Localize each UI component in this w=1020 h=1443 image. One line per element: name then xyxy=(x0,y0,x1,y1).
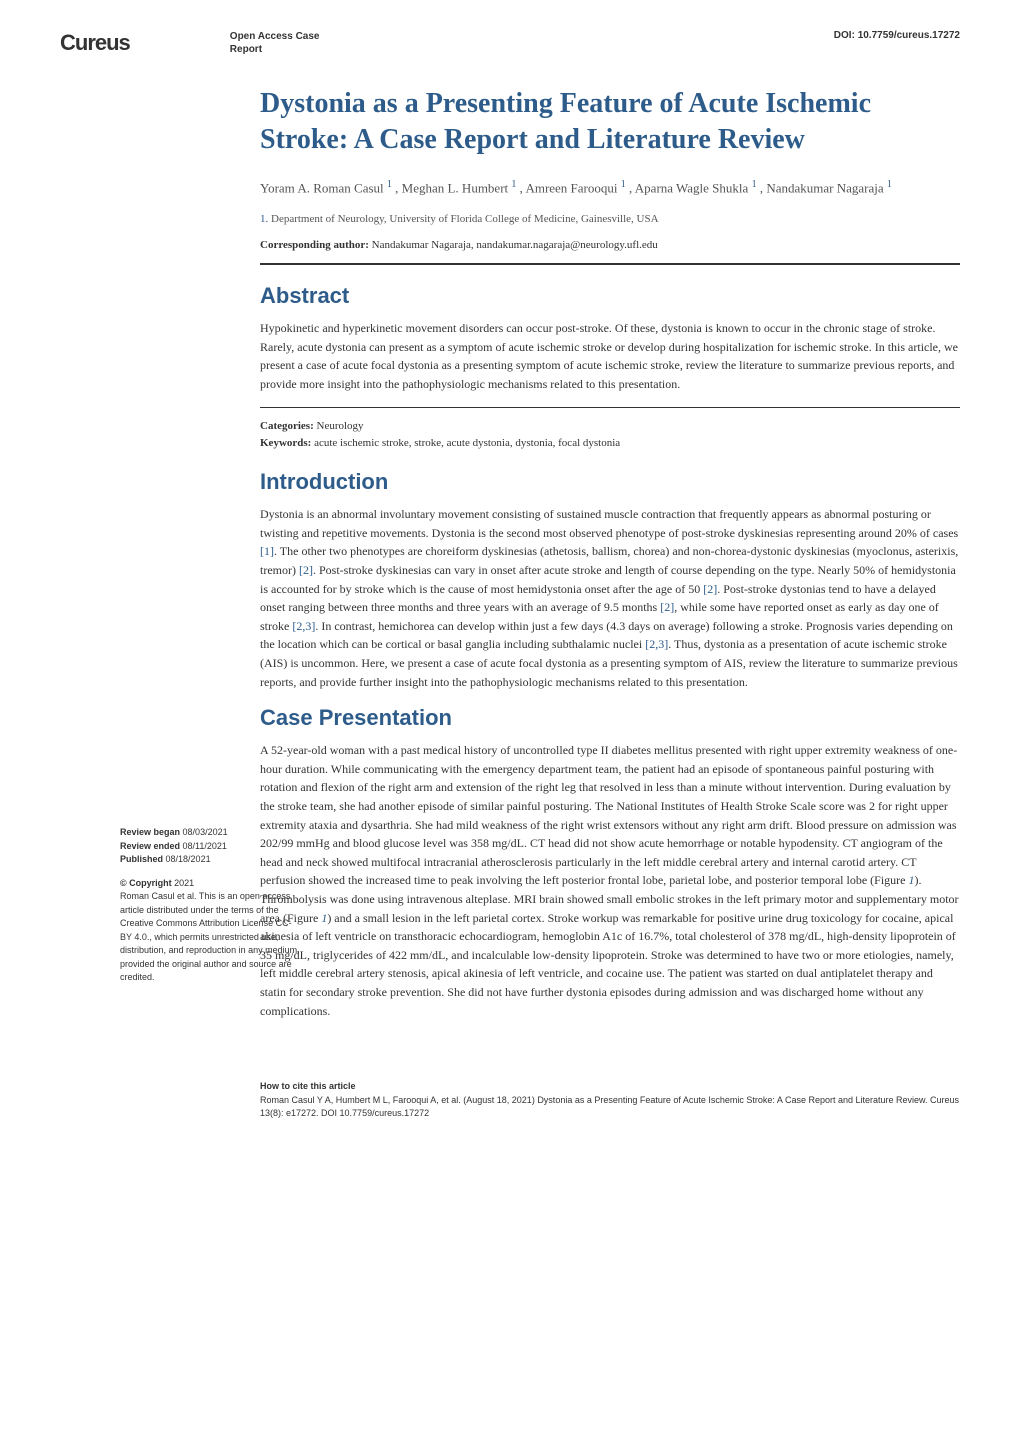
copyright-text: Roman Casul et al. This is an open acces… xyxy=(120,890,300,985)
case-body: A 52-year-old woman with a past medical … xyxy=(260,741,960,1020)
doi-label: DOI: xyxy=(834,30,855,41)
published: Published 08/18/2021 xyxy=(120,853,300,867)
header: Cureus Open Access Case Report DOI: 10.7… xyxy=(60,30,960,56)
doi: DOI: 10.7759/cureus.17272 xyxy=(834,30,960,41)
review-dates: Review began 08/03/2021 Review ended 08/… xyxy=(120,826,300,867)
categories: Categories: Neurology xyxy=(260,418,960,435)
affiliation-num: 1. xyxy=(260,213,268,225)
introduction-heading: Introduction xyxy=(260,469,960,495)
report-type-line1: Open Access Case xyxy=(230,30,320,43)
copyright: © Copyright 2021 Roman Casul et al. This… xyxy=(120,877,300,985)
categories-label: Categories: xyxy=(260,420,314,432)
footer-text: Roman Casul Y A, Humbert M L, Farooqui A… xyxy=(260,1094,960,1121)
abstract-body: Hypokinetic and hyperkinetic movement di… xyxy=(260,319,960,393)
doi-value: 10.7759/cureus.17272 xyxy=(858,30,960,41)
keywords-value: acute ischemic stroke, stroke, acute dys… xyxy=(314,437,620,449)
content-wrapper: Dystonia as a Presenting Feature of Acut… xyxy=(60,86,960,1020)
case-heading: Case Presentation xyxy=(260,705,960,731)
article-title: Dystonia as a Presenting Feature of Acut… xyxy=(260,86,960,159)
logo: Cureus xyxy=(60,30,130,56)
corresponding-label: Corresponding author: xyxy=(260,239,369,251)
copyright-header: © Copyright 2021 xyxy=(120,877,300,891)
categories-value: Neurology xyxy=(317,420,364,432)
introduction-body: Dystonia is an abnormal involuntary move… xyxy=(260,505,960,691)
corresponding-text: Nandakumar Nagaraja, nandakumar.nagaraja… xyxy=(372,239,658,251)
report-type-line2: Report xyxy=(230,43,320,56)
footer-label: How to cite this article xyxy=(260,1080,960,1094)
divider xyxy=(260,407,960,408)
report-type: Open Access Case Report xyxy=(230,30,320,56)
authors: Yoram A. Roman Casul 1 , Meghan L. Humbe… xyxy=(260,177,960,199)
corresponding-author: Corresponding author: Nandakumar Nagaraj… xyxy=(260,239,960,251)
main-content: Dystonia as a Presenting Feature of Acut… xyxy=(260,86,960,1020)
review-began: Review began 08/03/2021 xyxy=(120,826,300,840)
sidebar: Review began 08/03/2021 Review ended 08/… xyxy=(120,826,300,995)
divider xyxy=(260,263,960,265)
footer: How to cite this article Roman Casul Y A… xyxy=(260,1080,960,1121)
keywords-label: Keywords: xyxy=(260,437,311,449)
review-ended: Review ended 08/11/2021 xyxy=(120,840,300,854)
abstract-heading: Abstract xyxy=(260,283,960,309)
affiliation: 1. Department of Neurology, University o… xyxy=(260,213,960,225)
affiliation-text: Department of Neurology, University of F… xyxy=(271,213,659,225)
keywords: Keywords: acute ischemic stroke, stroke,… xyxy=(260,435,960,452)
